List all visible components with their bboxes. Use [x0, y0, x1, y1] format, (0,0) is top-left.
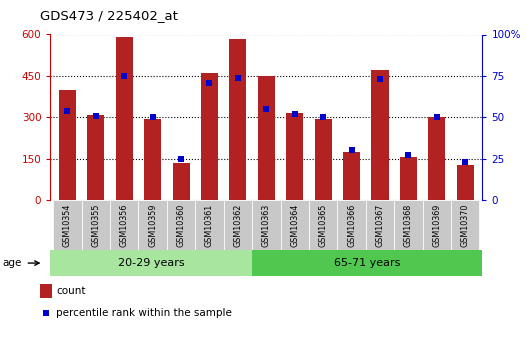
Text: GSM10367: GSM10367 [375, 204, 384, 247]
Text: GSM10362: GSM10362 [233, 204, 242, 247]
Text: GDS473 / 225402_at: GDS473 / 225402_at [40, 9, 178, 22]
Bar [451, 200, 480, 250]
Text: GSM10368: GSM10368 [404, 204, 413, 247]
Bar [372, 70, 388, 200]
Text: GSM10366: GSM10366 [347, 204, 356, 247]
Bar [173, 163, 190, 200]
Text: GSM10354: GSM10354 [63, 204, 72, 247]
Text: count: count [56, 286, 86, 296]
Bar [252, 200, 280, 250]
Bar [59, 90, 76, 200]
Bar [50, 250, 252, 276]
Bar [224, 200, 252, 250]
Bar [82, 200, 110, 250]
Text: 65-71 years: 65-71 years [334, 258, 400, 268]
Text: GSM10370: GSM10370 [461, 204, 470, 247]
Bar [428, 117, 445, 200]
Text: GSM10359: GSM10359 [148, 203, 157, 247]
Text: GSM10355: GSM10355 [91, 203, 100, 247]
Bar [422, 200, 451, 250]
Bar [138, 200, 167, 250]
Bar [258, 76, 275, 200]
Text: GSM10356: GSM10356 [120, 204, 129, 247]
Bar [280, 200, 309, 250]
Bar [167, 200, 195, 250]
Bar [87, 115, 104, 200]
Bar [116, 37, 132, 200]
Text: GSM10369: GSM10369 [432, 204, 441, 247]
Text: GSM10364: GSM10364 [290, 204, 299, 247]
Bar [309, 200, 338, 250]
Text: GSM10365: GSM10365 [319, 204, 328, 247]
Bar [400, 157, 417, 200]
Text: percentile rank within the sample: percentile rank within the sample [56, 308, 232, 317]
Bar [53, 200, 82, 250]
Bar [229, 39, 246, 200]
Bar [366, 200, 394, 250]
Bar [338, 200, 366, 250]
Text: GSM10361: GSM10361 [205, 204, 214, 247]
Bar [110, 200, 138, 250]
Text: GSM10363: GSM10363 [262, 204, 271, 247]
Bar [201, 73, 218, 200]
Text: 20-29 years: 20-29 years [118, 258, 184, 268]
Bar [343, 152, 360, 200]
Bar [315, 119, 332, 200]
Text: age: age [3, 258, 22, 268]
Text: GSM10360: GSM10360 [176, 204, 186, 247]
Bar [457, 165, 474, 200]
Bar [252, 250, 482, 276]
Bar [195, 200, 224, 250]
Bar [286, 113, 303, 200]
Bar [144, 119, 161, 200]
Bar [40, 284, 52, 298]
Bar [394, 200, 422, 250]
